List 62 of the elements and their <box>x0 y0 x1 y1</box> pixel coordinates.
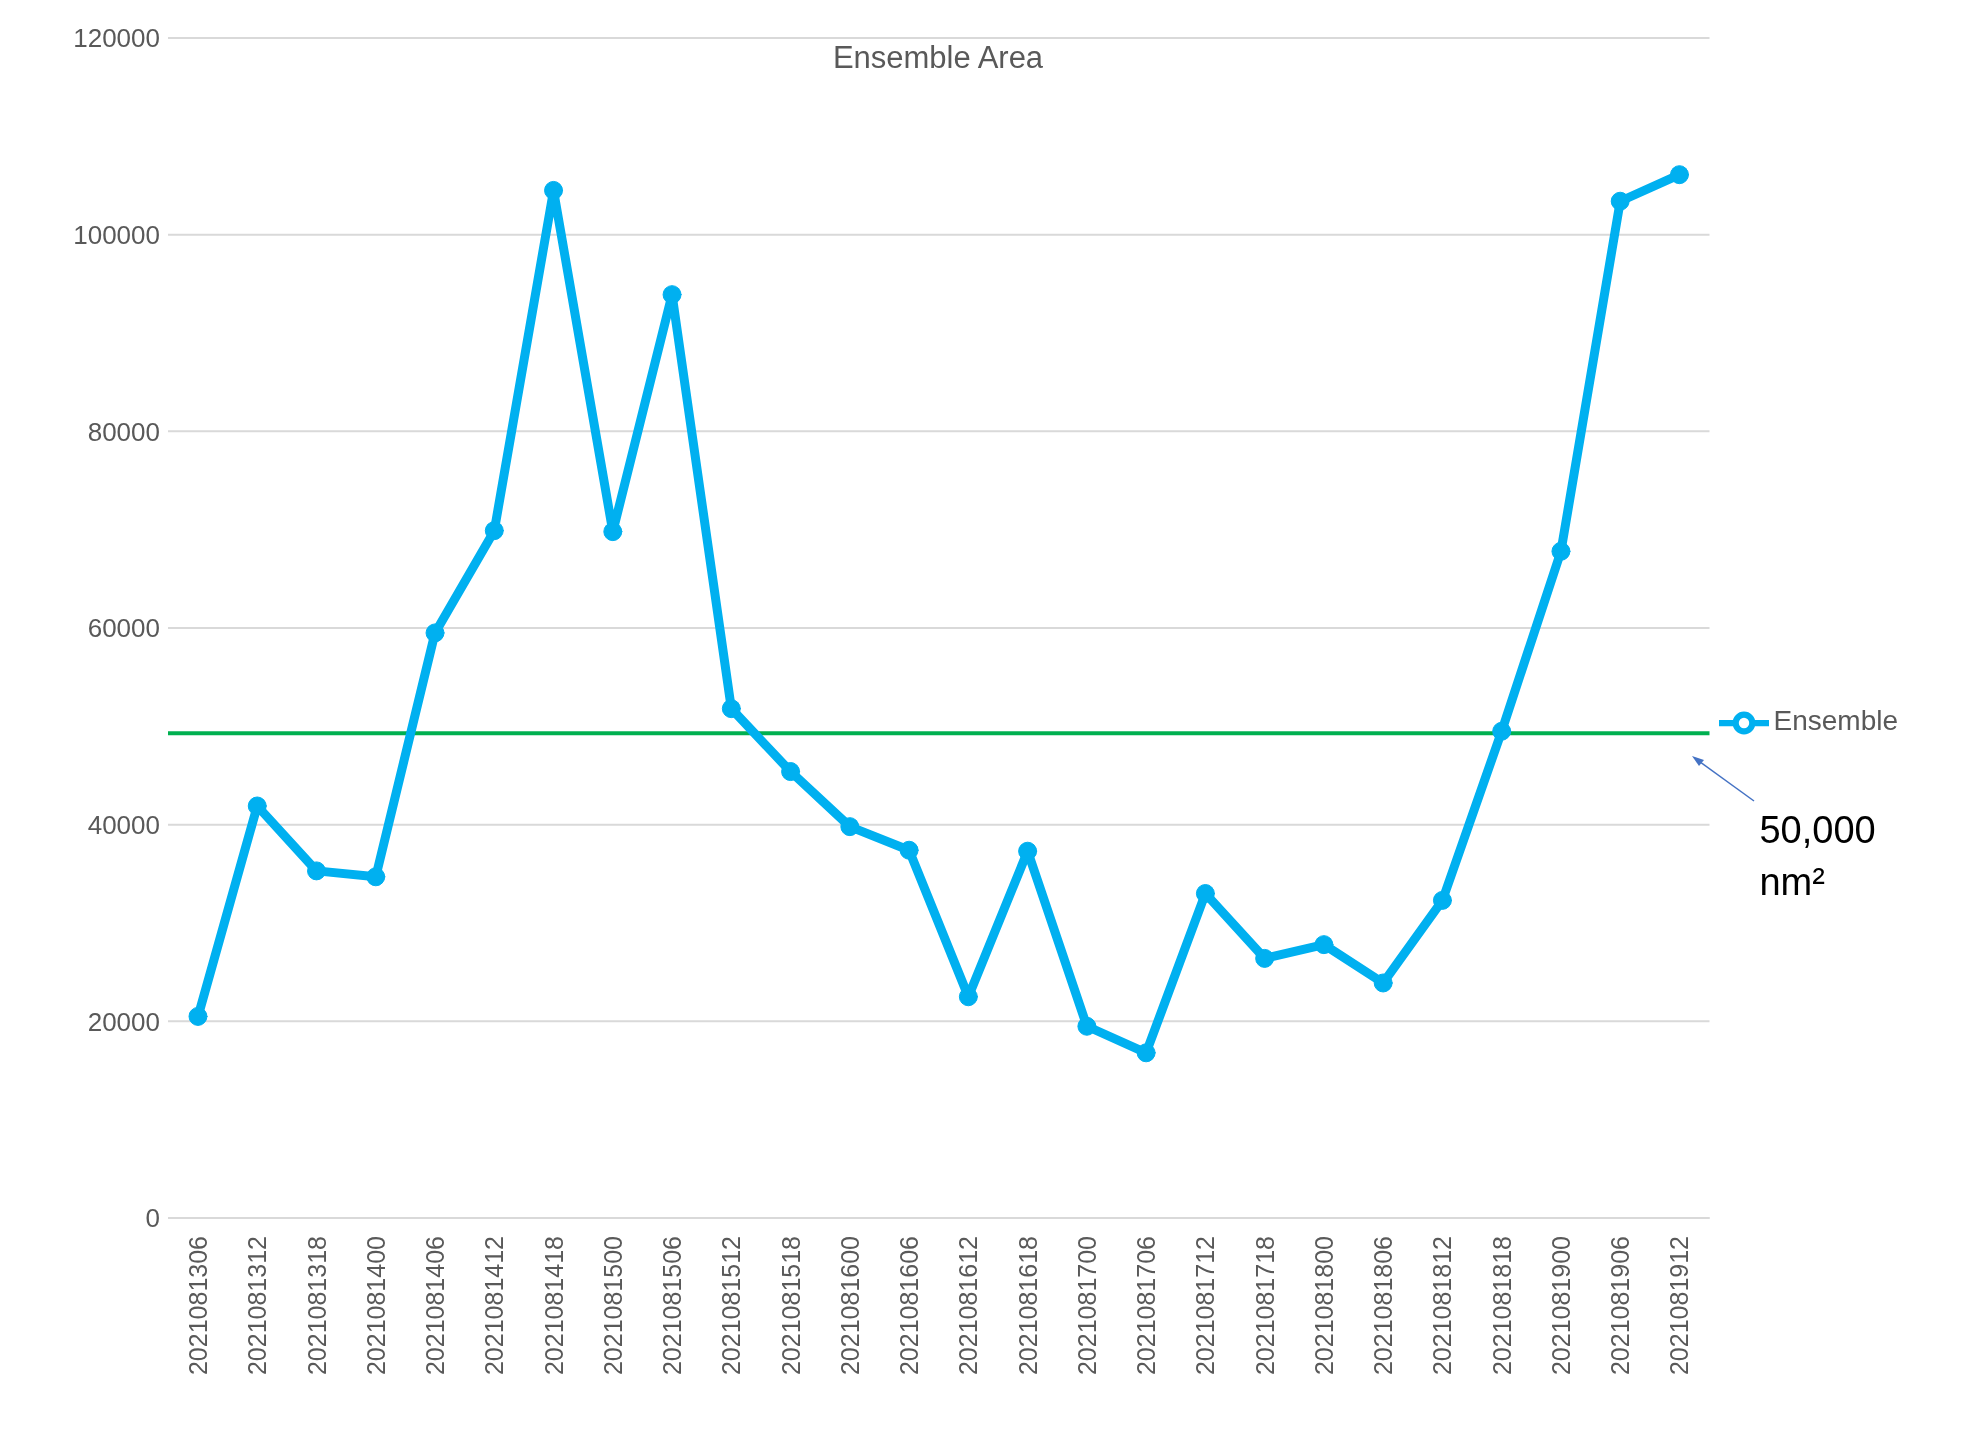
x-tick-label: 2021081318 <box>302 1236 331 1376</box>
point <box>840 817 860 837</box>
x-tick-label: 2021081812 <box>1428 1236 1457 1376</box>
chart-title: Ensemble Area <box>831 40 1045 76</box>
point <box>1077 1016 1097 1036</box>
point <box>781 762 801 782</box>
y-tick-label: 40000 <box>87 809 160 840</box>
x-tick-label: 2021081400 <box>361 1236 390 1376</box>
point <box>1669 165 1689 185</box>
x-tick-label: 2021081800 <box>1309 1236 1338 1376</box>
x-tick-label: 2021081406 <box>421 1236 450 1376</box>
point <box>307 861 327 881</box>
y-tick-label: 0 <box>145 1203 160 1234</box>
y-tick-label: 120000 <box>73 23 160 54</box>
point <box>1551 541 1571 561</box>
x-tick-label: 2021081900 <box>1546 1236 1575 1376</box>
point <box>958 987 978 1007</box>
x-tick-label: 2021081906 <box>1606 1236 1635 1376</box>
point <box>366 867 386 887</box>
point <box>1255 948 1275 968</box>
point <box>1373 973 1393 993</box>
x-tick-label: 2021081412 <box>480 1236 509 1376</box>
x-tick-label: 2021081500 <box>598 1236 627 1376</box>
point <box>1492 721 1512 741</box>
point <box>1195 884 1215 903</box>
y-tick-label: 80000 <box>87 416 160 447</box>
x-tick-label: 2021081312 <box>243 1236 272 1376</box>
x-tick-label: 2021081618 <box>1013 1236 1042 1376</box>
point <box>662 285 682 305</box>
x-tick-label: 2021081306 <box>184 1236 212 1376</box>
point <box>1136 1043 1156 1063</box>
point <box>544 180 564 200</box>
x-tick-label: 2021081806 <box>1369 1236 1398 1376</box>
point <box>1018 841 1038 861</box>
y-tick-label: 100000 <box>73 219 160 250</box>
y-tick-label: 20000 <box>87 1006 160 1037</box>
x-tick-label: 2021081718 <box>1250 1236 1279 1376</box>
legend-label: Ensemble <box>1773 705 1898 737</box>
x-tick-label: 2021081706 <box>1132 1236 1161 1376</box>
x-tick-label: 2021081606 <box>895 1236 924 1376</box>
point <box>188 1006 208 1026</box>
x-tick-label: 2021081612 <box>954 1236 983 1376</box>
x-tick-label: 2021081912 <box>1665 1236 1694 1376</box>
x-tick-label: 2021081818 <box>1487 1236 1516 1376</box>
point <box>721 699 741 719</box>
x-tick-label: 2021081506 <box>658 1236 687 1376</box>
point <box>899 840 919 860</box>
point <box>247 796 267 816</box>
x-tick-label: 2021081512 <box>717 1236 746 1376</box>
point <box>1610 191 1630 211</box>
point <box>484 521 504 541</box>
point <box>603 522 623 542</box>
x-tick-label: 2021081518 <box>776 1236 805 1376</box>
point <box>1432 890 1452 910</box>
x-tick-label: 2021081600 <box>835 1236 864 1376</box>
x-tick-label: 2021081712 <box>1191 1236 1220 1376</box>
y-tick-label: 60000 <box>87 613 160 644</box>
ref-line-label: 50,000 nm² <box>1759 809 1876 904</box>
point <box>425 623 445 643</box>
x-tick-label: 2021081418 <box>539 1236 568 1376</box>
x-tick-label: 2021081700 <box>1072 1236 1101 1376</box>
point <box>1314 935 1334 955</box>
